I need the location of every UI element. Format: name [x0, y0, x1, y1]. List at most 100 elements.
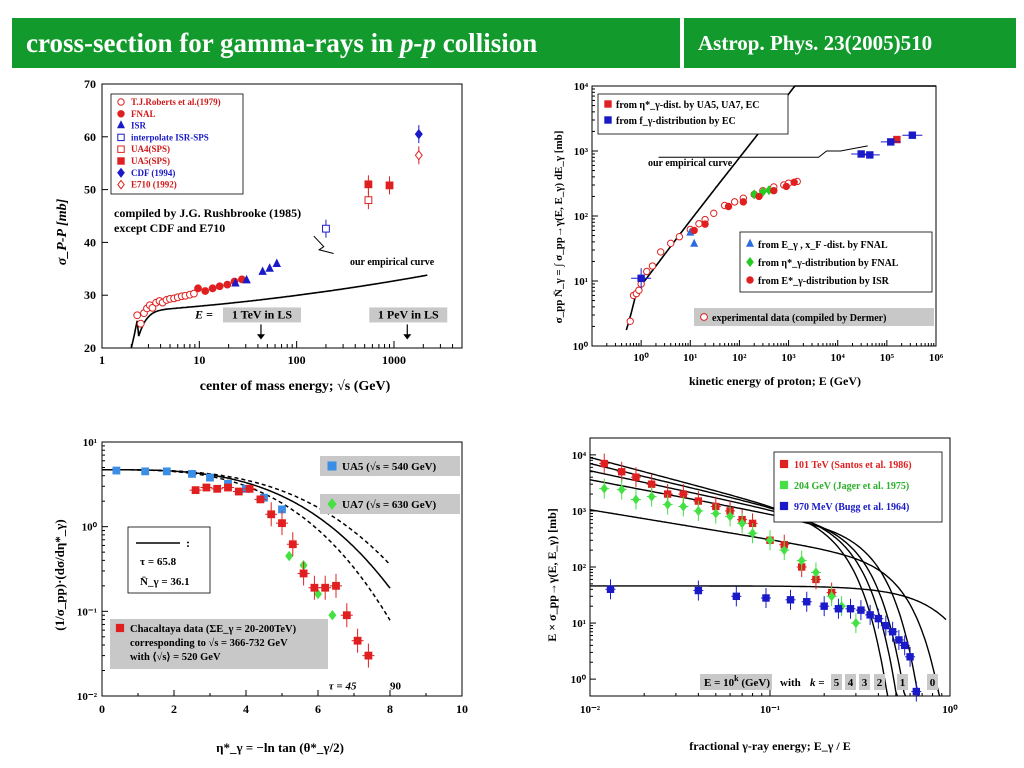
data-point	[762, 594, 770, 602]
data-point	[786, 596, 795, 604]
title-text-end: collision	[435, 28, 538, 58]
legend-label: from E*_γ-distribution by ISR	[758, 276, 890, 287]
y-tick-label: 10⁰	[571, 674, 587, 686]
y-tick-label: 10²	[574, 211, 589, 223]
data-point	[626, 317, 634, 325]
data-point	[648, 262, 657, 270]
data-point	[215, 282, 224, 291]
x-tick-label: 10²	[732, 352, 747, 364]
y-tick-label: 10¹	[83, 437, 97, 449]
y-tick-label: 20	[84, 341, 96, 355]
k-value-box	[897, 674, 908, 690]
chart-pseudorapidity-distribution: 0 2 4 6 8 10 10⁻² 10⁻¹ 10⁰ 10¹ τ = 45 90 UA5 (√s =…	[52, 437, 468, 755]
data-point	[635, 286, 643, 294]
data-point	[606, 585, 615, 594]
exp-label-box	[694, 308, 934, 326]
data-point	[112, 466, 121, 475]
data-point	[272, 258, 281, 267]
data-point	[750, 189, 759, 200]
data-point	[637, 274, 645, 283]
arrow-label: 1 PeV in LS	[378, 307, 439, 321]
param-tau: τ = 65.8	[140, 556, 177, 568]
data-point	[191, 486, 200, 495]
y-tick-label: 50	[84, 183, 96, 197]
legend-marker	[779, 459, 789, 469]
data-point	[242, 274, 251, 284]
legend-marker	[117, 110, 125, 118]
legend-marker	[700, 313, 708, 321]
data-point	[364, 180, 373, 189]
energy-label-box	[700, 674, 772, 690]
energy-label-post: (GeV)	[739, 677, 771, 689]
y-tick-label: 10³	[574, 146, 589, 158]
data-point	[675, 233, 684, 241]
curve-k-3	[589, 470, 907, 697]
legend-marker	[327, 461, 337, 471]
data-point	[701, 220, 709, 228]
data-point	[201, 287, 210, 295]
data-point	[647, 480, 656, 488]
curve-label: our empirical curve	[648, 158, 733, 169]
data-point	[213, 484, 222, 493]
data-point	[208, 284, 217, 293]
energy-label: E = 10k (GeV)	[704, 674, 770, 689]
data-point	[695, 220, 703, 228]
curve-label: our empirical curve	[350, 257, 435, 268]
legend-label: 204 GeV (Jager et al. 1975)	[794, 481, 909, 492]
legend-marker	[117, 133, 125, 142]
k-value-box	[859, 674, 870, 690]
legend-marker	[117, 157, 125, 165]
x-tick-label: 10⁴	[831, 352, 846, 364]
data-point	[414, 128, 423, 140]
legend-marker	[746, 276, 754, 284]
data-point	[322, 224, 330, 233]
data-point	[912, 687, 921, 696]
data-point	[224, 483, 232, 492]
y-axis-label: σ_pp N̄_γ = ∫ σ_pp→γ(E, E_γ) dE_γ [mb]	[553, 131, 565, 324]
data-point	[385, 181, 394, 190]
data-point	[299, 569, 308, 578]
y-tick-label: 10¹	[572, 618, 586, 630]
y-tick-label: 10⁻²	[77, 691, 98, 703]
data-point	[245, 484, 254, 493]
energy-label-pre: E = 10	[704, 677, 735, 689]
data-point	[724, 202, 733, 211]
empirical-curve	[130, 274, 428, 349]
data-point	[690, 226, 698, 235]
data-point	[780, 545, 789, 556]
k-value: 5	[834, 677, 840, 689]
data-point	[874, 614, 883, 623]
legend-marker	[117, 145, 125, 153]
energy-label-exp: k	[734, 674, 739, 683]
curve-k-2	[589, 479, 920, 697]
data-point	[265, 263, 274, 272]
tau-label: 90	[390, 680, 402, 692]
data-point	[906, 653, 914, 661]
legend-marker	[327, 498, 337, 510]
data-point	[857, 606, 865, 614]
legend-marker	[116, 120, 126, 129]
k-value: 4	[848, 677, 854, 689]
data-point	[812, 567, 820, 578]
data-point	[710, 209, 718, 218]
legend-label: UA5 (√s = 540 GeV)	[342, 461, 437, 473]
data-point	[278, 519, 286, 528]
legend-marker	[745, 238, 755, 247]
data-point	[231, 278, 240, 287]
data-point	[267, 510, 276, 519]
data-point	[782, 182, 791, 191]
chacaltaya-box	[110, 619, 328, 669]
data-point	[790, 178, 798, 186]
data-point	[133, 311, 142, 320]
legend-marker	[117, 98, 125, 106]
legend-label: CDF (1994)	[131, 168, 175, 178]
data-point	[617, 468, 626, 476]
legend-label: from η*_γ-distribution by FNAL	[758, 258, 899, 269]
arrow-head	[403, 334, 412, 340]
k-value-box	[845, 674, 856, 690]
data-point	[663, 499, 672, 510]
data-point	[288, 540, 297, 549]
data-point	[711, 508, 720, 519]
data-point	[803, 598, 811, 606]
data-point	[730, 198, 739, 206]
